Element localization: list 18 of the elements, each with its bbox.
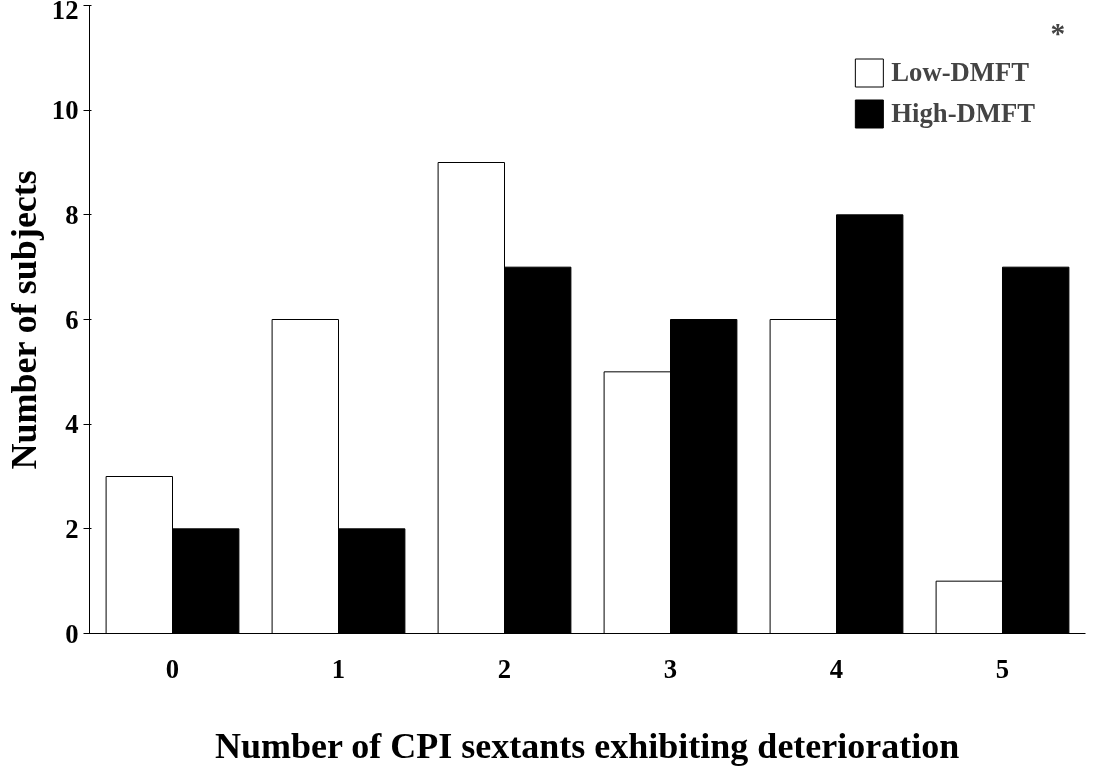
y-tick-label: 12	[51, 0, 79, 25]
legend-label: Low-DMFT	[891, 57, 1030, 88]
x-tick-label: 5	[995, 653, 1010, 684]
x-tick-label: 2	[497, 653, 512, 684]
annotation: *	[1050, 17, 1066, 50]
y-tick-label: 2	[65, 513, 79, 544]
legend-label: High-DMFT	[891, 98, 1035, 129]
y-tick-label: 0	[65, 618, 79, 649]
x-tick-label: 1	[331, 653, 346, 684]
y-tick-label: 6	[65, 304, 79, 335]
x-tick-label: 4	[829, 653, 844, 684]
x-tick-label: 0	[165, 653, 180, 684]
y-tick-label: 10	[51, 95, 79, 126]
x-axis-title: Number of CPI sextants exhibiting deterioration	[215, 725, 960, 766]
y-axis-title: Number of subjects	[3, 170, 44, 470]
y-tick-label: 8	[65, 199, 79, 230]
y-tick-label: 4	[65, 409, 79, 440]
x-tick-label: 3	[663, 653, 678, 684]
